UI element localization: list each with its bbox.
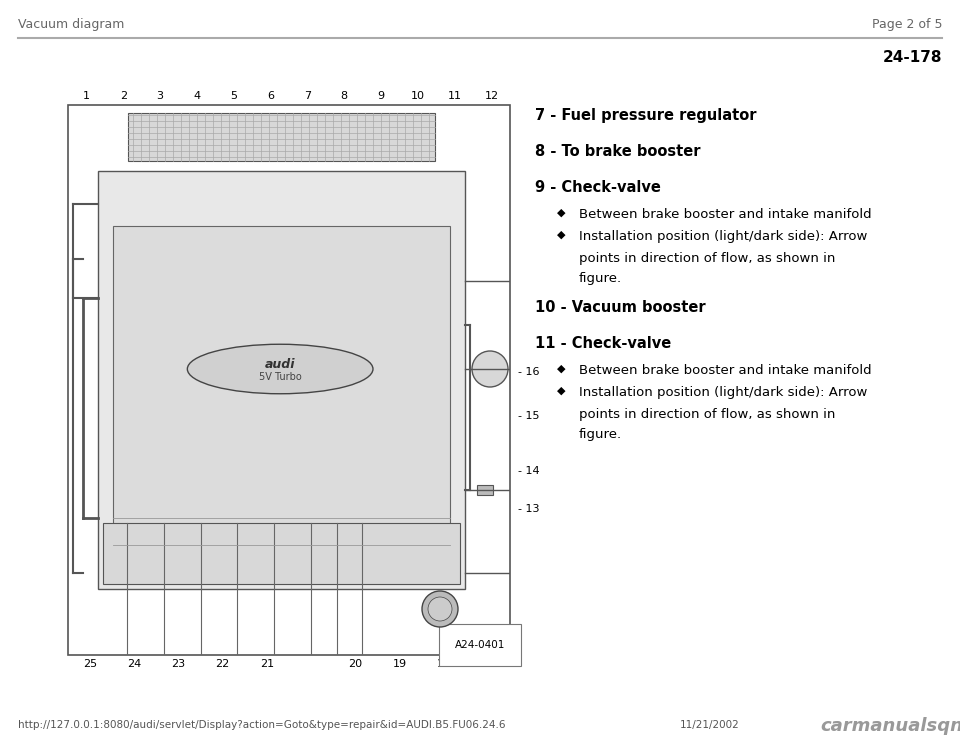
Text: carmanualsqnline.info: carmanualsqnline.info (820, 717, 960, 735)
Text: Between brake booster and intake manifold: Between brake booster and intake manifol… (579, 208, 872, 221)
Text: 4: 4 (193, 91, 201, 101)
Text: ◆: ◆ (557, 364, 565, 374)
Text: - 14: - 14 (518, 466, 540, 476)
Text: Between brake booster and intake manifold: Between brake booster and intake manifol… (579, 364, 872, 377)
Text: points in direction of flow, as shown in: points in direction of flow, as shown in (579, 408, 835, 421)
Text: 9 - Check-valve: 9 - Check-valve (535, 180, 660, 195)
Text: 11 - Check-valve: 11 - Check-valve (535, 336, 671, 351)
Text: ◆: ◆ (557, 208, 565, 218)
Text: ◆: ◆ (557, 230, 565, 240)
Text: - 15: - 15 (518, 411, 540, 421)
Text: 2: 2 (120, 91, 127, 101)
Bar (477, 485, 493, 495)
Text: 24: 24 (127, 659, 141, 669)
Text: 12: 12 (485, 91, 498, 101)
Text: 23: 23 (172, 659, 185, 669)
Text: http://127.0.0.1:8080/audi/servlet/Display?action=Goto&type=repair&id=AUDI.B5.FU: http://127.0.0.1:8080/audi/servlet/Displ… (18, 720, 506, 730)
Text: 22: 22 (216, 659, 229, 669)
Text: 20: 20 (348, 659, 362, 669)
Text: 8 - To brake booster: 8 - To brake booster (535, 144, 701, 159)
Text: 10 - Vacuum booster: 10 - Vacuum booster (535, 300, 706, 315)
Text: 17: 17 (481, 659, 495, 669)
Bar (68, 105, 510, 655)
Text: 6: 6 (267, 91, 275, 101)
Text: 3: 3 (156, 91, 163, 101)
Ellipse shape (187, 344, 373, 394)
Text: figure.: figure. (579, 428, 622, 441)
Text: ◆: ◆ (557, 386, 565, 396)
Text: Installation position (light/dark side): Arrow: Installation position (light/dark side):… (579, 230, 868, 243)
Text: 24-178: 24-178 (882, 50, 942, 65)
Text: - 13: - 13 (518, 505, 540, 514)
Text: figure.: figure. (579, 272, 622, 285)
Circle shape (422, 591, 458, 627)
Text: A24-0401: A24-0401 (455, 640, 505, 650)
Text: Page 2 of 5: Page 2 of 5 (872, 18, 942, 31)
Text: 5V Turbo: 5V Turbo (259, 372, 301, 382)
Text: 18: 18 (437, 659, 451, 669)
Text: 19: 19 (393, 659, 407, 669)
Text: Vacuum diagram: Vacuum diagram (18, 18, 125, 31)
Text: 9: 9 (377, 91, 385, 101)
Text: 8: 8 (341, 91, 348, 101)
Text: 5: 5 (230, 91, 237, 101)
Text: audi: audi (265, 358, 296, 372)
Text: 10: 10 (411, 91, 425, 101)
Circle shape (472, 351, 508, 387)
Text: 11/21/2002: 11/21/2002 (680, 720, 740, 730)
Circle shape (428, 597, 452, 621)
Text: 7: 7 (304, 91, 311, 101)
Text: 1: 1 (83, 91, 90, 101)
Text: Installation position (light/dark side): Arrow: Installation position (light/dark side):… (579, 386, 868, 399)
Bar (103, 523, 460, 584)
Bar (98, 171, 465, 589)
Text: 25: 25 (83, 659, 97, 669)
Text: 21: 21 (260, 659, 274, 669)
Text: 11: 11 (447, 91, 462, 101)
Text: 7 - Fuel pressure regulator: 7 - Fuel pressure regulator (535, 108, 756, 123)
Text: - 16: - 16 (518, 367, 540, 377)
Text: points in direction of flow, as shown in: points in direction of flow, as shown in (579, 252, 835, 265)
Bar (113, 226, 450, 545)
Bar (128, 113, 435, 161)
